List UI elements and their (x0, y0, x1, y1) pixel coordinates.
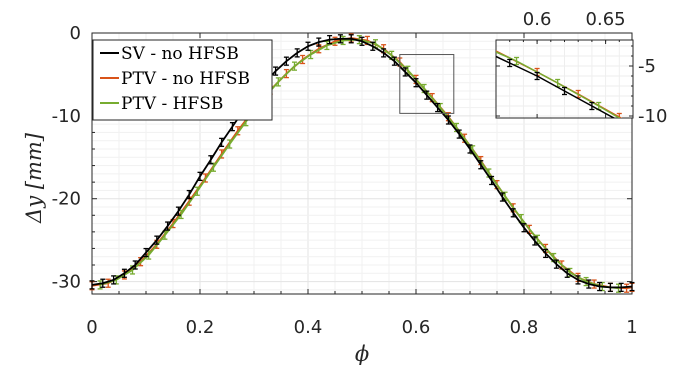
error-bar (381, 48, 387, 58)
legend-item-sv: SV - no HFSB (100, 44, 239, 64)
y-tick-label: -20 (52, 189, 81, 210)
error-bar (589, 101, 595, 111)
legend-item-ptv-hfsb: PTV - HFSB (100, 94, 223, 114)
error-bar (521, 223, 527, 233)
x-tick-label: 0.6 (402, 317, 431, 338)
error-bar (583, 276, 589, 287)
error-bar (337, 34, 343, 44)
inset-chart: 0.6 0.65 -5 -10 (495, 9, 667, 127)
error-bar (489, 175, 495, 186)
inset-series-0 (496, 55, 616, 118)
error-bar (197, 171, 203, 181)
error-bar (219, 137, 225, 148)
y-axis-label: Δy [mm] (22, 132, 46, 224)
legend-item-ptv-no-hfsb: PTV - no HFSB (100, 69, 250, 89)
error-bar (507, 58, 513, 68)
x-tick-label: 0.8 (510, 317, 539, 338)
error-bar (165, 221, 171, 231)
zoom-box (399, 54, 455, 114)
error-bar (624, 283, 630, 293)
error-bar (275, 77, 281, 87)
inset-x-tick-label: 0.65 (586, 9, 626, 30)
error-bar (478, 160, 484, 170)
error-bar (564, 268, 570, 278)
legend: SV - no HFSB PTV - no HFSB PTV - HFSB (92, 39, 273, 121)
error-bar (186, 189, 192, 200)
error-bar (607, 282, 613, 293)
error-bar (348, 34, 354, 44)
error-bar (424, 90, 430, 100)
inset-y-tick-label: -10 (638, 106, 667, 127)
error-bar (370, 41, 376, 51)
error-bar (359, 36, 365, 46)
error-bar (294, 48, 300, 58)
error-bar (121, 268, 127, 278)
error-bar (229, 121, 235, 132)
y-tick-label: -30 (52, 272, 81, 293)
error-bar (175, 206, 181, 216)
error-bar (435, 102, 441, 113)
error-bar (100, 278, 106, 288)
error-bar (629, 281, 635, 292)
error-bar (143, 247, 149, 258)
inset-x-tick-label: 0.6 (523, 9, 552, 30)
error-bar (534, 71, 540, 81)
y-tick-label: 0 (70, 23, 81, 44)
error-bar (111, 275, 117, 285)
error-bar (597, 281, 603, 292)
error-bar (273, 66, 279, 76)
error-bar (132, 260, 138, 270)
error-bar (316, 37, 322, 47)
error-bar (292, 61, 297, 71)
error-bar (616, 112, 622, 118)
error-bar (283, 56, 289, 66)
zoom-rectangle (399, 54, 455, 114)
error-bar (391, 56, 397, 66)
error-bar (510, 208, 516, 218)
error-bar (553, 259, 559, 269)
inset-y-tick-label: -5 (638, 56, 656, 77)
error-bar (586, 279, 592, 289)
legend-label-ptv-hfsb: PTV - HFSB (121, 94, 223, 114)
error-bar (543, 248, 549, 259)
error-bar (340, 35, 346, 46)
y-tick-label: -10 (52, 106, 81, 127)
error-bar (445, 115, 451, 125)
error-bar (356, 34, 362, 45)
error-bar (154, 235, 160, 245)
error-bar (618, 282, 624, 293)
error-bar (562, 86, 567, 96)
inset-series (496, 50, 623, 118)
error-bar (575, 275, 581, 285)
error-bar (467, 144, 473, 154)
error-bar (305, 41, 311, 51)
error-bar (499, 192, 505, 202)
error-bar (532, 236, 538, 246)
main-axes: 0 0.2 0.4 0.6 0.8 1 -30 -20 -10 0 (52, 23, 638, 338)
x-tick-label: 0.2 (186, 317, 215, 338)
error-bar (194, 186, 200, 196)
error-bar (208, 155, 214, 165)
error-bar (89, 280, 95, 290)
error-bar (514, 56, 520, 66)
x-tick-label: 0.4 (294, 317, 323, 338)
legend-label-ptv-no-hfsb: PTV - no HFSB (121, 69, 250, 89)
legend-label-sv: SV - no HFSB (121, 44, 239, 64)
error-bar (327, 34, 333, 45)
error-bar (413, 78, 419, 88)
x-tick-label: 1 (626, 317, 637, 338)
x-axis-label: ϕ (355, 342, 369, 365)
error-bar (97, 280, 103, 290)
error-bar (227, 139, 233, 149)
x-tick-label: 0 (86, 317, 97, 338)
error-bar (456, 129, 462, 139)
error-bar (402, 67, 408, 77)
